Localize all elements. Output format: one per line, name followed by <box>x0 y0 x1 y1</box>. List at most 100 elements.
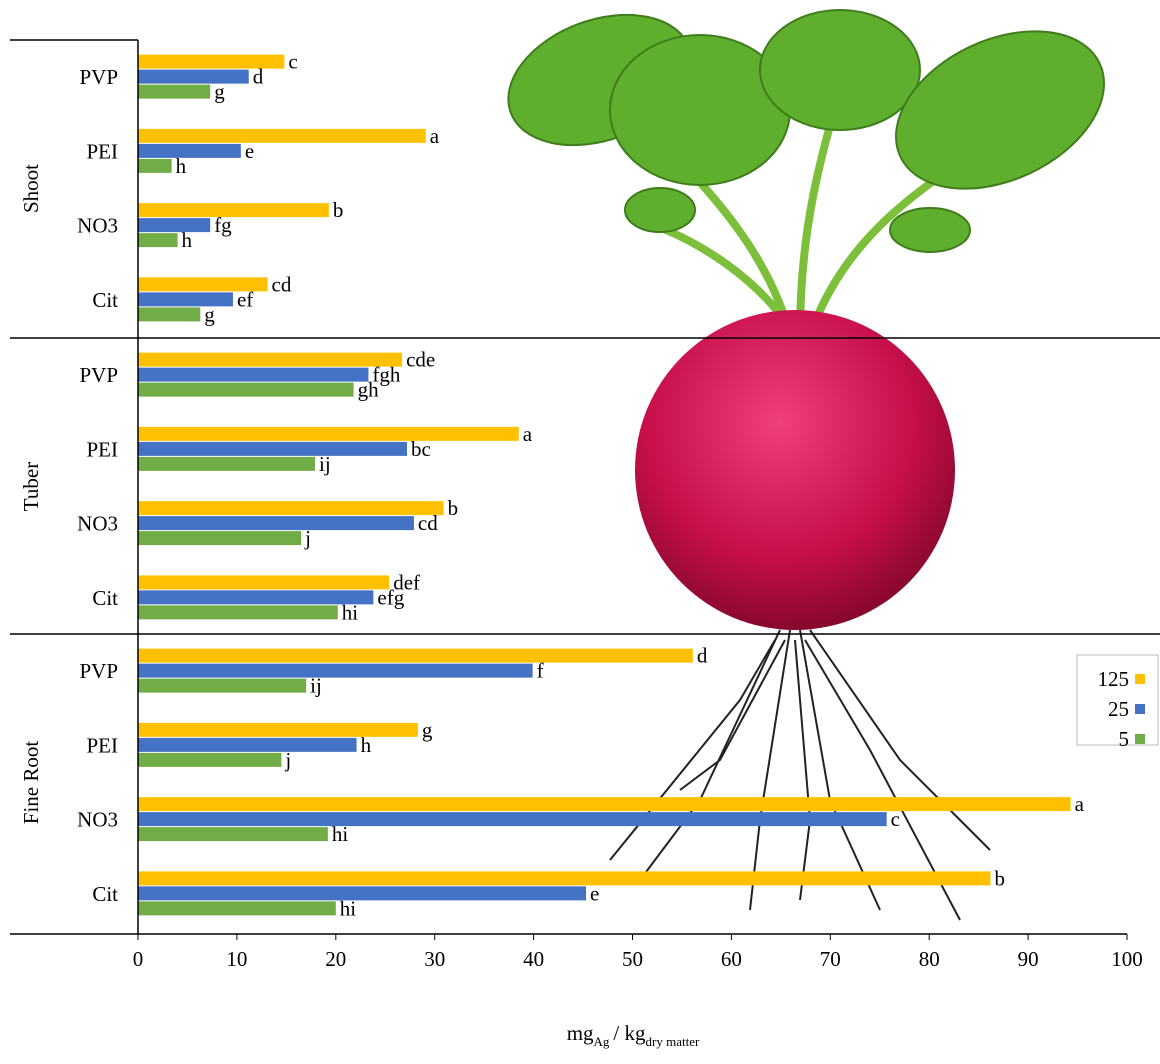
bar <box>138 531 301 545</box>
x-tick-label: 100 <box>1111 947 1143 971</box>
y-tick-label: NO3 <box>77 512 118 536</box>
x-label-part: mg <box>567 1021 594 1045</box>
group-label: Fine Root <box>19 741 43 825</box>
x-tick-label: 40 <box>523 947 544 971</box>
radish-illustration <box>490 0 1129 920</box>
x-label-part: / kg <box>613 1021 646 1045</box>
bar-letter: d <box>253 65 264 89</box>
x-label-sub: Ag <box>594 1034 610 1049</box>
bar-letter: a <box>523 422 533 446</box>
bar <box>138 159 172 173</box>
bar-letter: hi <box>340 896 357 920</box>
bar-letter: cd <box>272 272 292 296</box>
legend-label: 25 <box>1108 697 1129 721</box>
legend-label: 5 <box>1119 727 1130 751</box>
bar <box>138 129 426 143</box>
bar <box>138 144 241 158</box>
bar-letter: e <box>590 881 599 905</box>
y-tick-label: PEI <box>87 139 119 163</box>
legend-swatch <box>1135 704 1145 714</box>
bar-letter: b <box>995 866 1006 890</box>
bar <box>138 70 249 84</box>
y-tick-label: Cit <box>92 586 118 610</box>
bar-letter: a <box>430 124 440 148</box>
x-tick-label: 80 <box>919 947 940 971</box>
chart: mgAg/ kgdry matter 0 10 20 30 40 50 60 70 80 90 10… <box>0 0 1160 1064</box>
bar <box>138 427 519 441</box>
bar <box>138 85 210 99</box>
group-label: Tuber <box>19 462 43 511</box>
bar <box>138 368 368 382</box>
bar <box>138 797 1071 811</box>
y-tick-label: Cit <box>92 288 118 312</box>
bar-letter: e <box>245 139 254 163</box>
x-tick-label: 70 <box>820 947 841 971</box>
bar-letter: ij <box>319 452 331 476</box>
x-tick-label: 0 <box>133 947 144 971</box>
bar-letter: d <box>697 644 708 668</box>
bar-letter: fg <box>214 213 232 237</box>
bar <box>138 442 407 456</box>
bar-letter: g <box>204 302 215 326</box>
bar <box>138 886 586 900</box>
bar-letter: g <box>214 80 225 104</box>
legend-swatch <box>1135 674 1145 684</box>
bar-letter: c <box>288 50 297 74</box>
bar-letter: b <box>333 198 344 222</box>
x-tick-label: 10 <box>226 947 247 971</box>
bar <box>138 738 357 752</box>
bar-letter: g <box>422 718 433 742</box>
bar-letter: h <box>176 154 187 178</box>
bar <box>138 723 418 737</box>
x-tick-label: 30 <box>424 947 445 971</box>
bar-letter: cde <box>406 348 435 372</box>
bar-letter: f <box>537 659 544 683</box>
bar <box>138 679 306 693</box>
bar-letter: j <box>284 748 291 772</box>
bar-letter: j <box>304 526 311 550</box>
bar <box>138 292 233 306</box>
bar-letter: hi <box>332 822 349 846</box>
bar-letter: efg <box>377 585 404 609</box>
x-axis-label: mgAg/ kgdry matter <box>567 1021 700 1049</box>
bar-letter: a <box>1075 792 1085 816</box>
bar <box>138 753 281 767</box>
x-tick-label: 50 <box>622 947 643 971</box>
bar <box>138 307 200 321</box>
bar <box>138 516 414 530</box>
bar <box>138 233 178 247</box>
y-tick-label: NO3 <box>77 214 118 238</box>
y-tick-label: PVP <box>79 65 118 89</box>
x-tick-label: 90 <box>1018 947 1039 971</box>
bar <box>138 383 354 397</box>
bar-letter: c <box>891 807 900 831</box>
bar-letter: cd <box>418 511 438 535</box>
bar <box>138 649 693 663</box>
bar <box>138 812 887 826</box>
bar <box>138 353 402 367</box>
bar-letter: h <box>182 228 193 252</box>
bar <box>138 575 389 589</box>
bar <box>138 664 533 678</box>
y-tick-label: PVP <box>79 363 118 387</box>
bar-letter: hi <box>342 600 359 624</box>
legend-label: 125 <box>1098 667 1130 691</box>
x-tick-label: 60 <box>721 947 742 971</box>
bar-letter: ij <box>310 674 322 698</box>
bar-letter: h <box>361 733 372 757</box>
bar <box>138 501 444 515</box>
bar <box>138 827 328 841</box>
bar <box>138 590 373 604</box>
x-tick-label: 20 <box>325 947 346 971</box>
group-label: Shoot <box>19 164 43 213</box>
bar <box>138 871 991 885</box>
bar-letter: gh <box>358 378 380 402</box>
x-label-sub: dry matter <box>646 1034 700 1049</box>
y-tick-label: Cit <box>92 882 118 906</box>
legend-swatch <box>1135 734 1145 744</box>
bar <box>138 901 336 915</box>
bar <box>138 203 329 217</box>
bar <box>138 605 338 619</box>
y-tick-label: PEI <box>87 733 119 757</box>
y-tick-label: PVP <box>79 659 118 683</box>
